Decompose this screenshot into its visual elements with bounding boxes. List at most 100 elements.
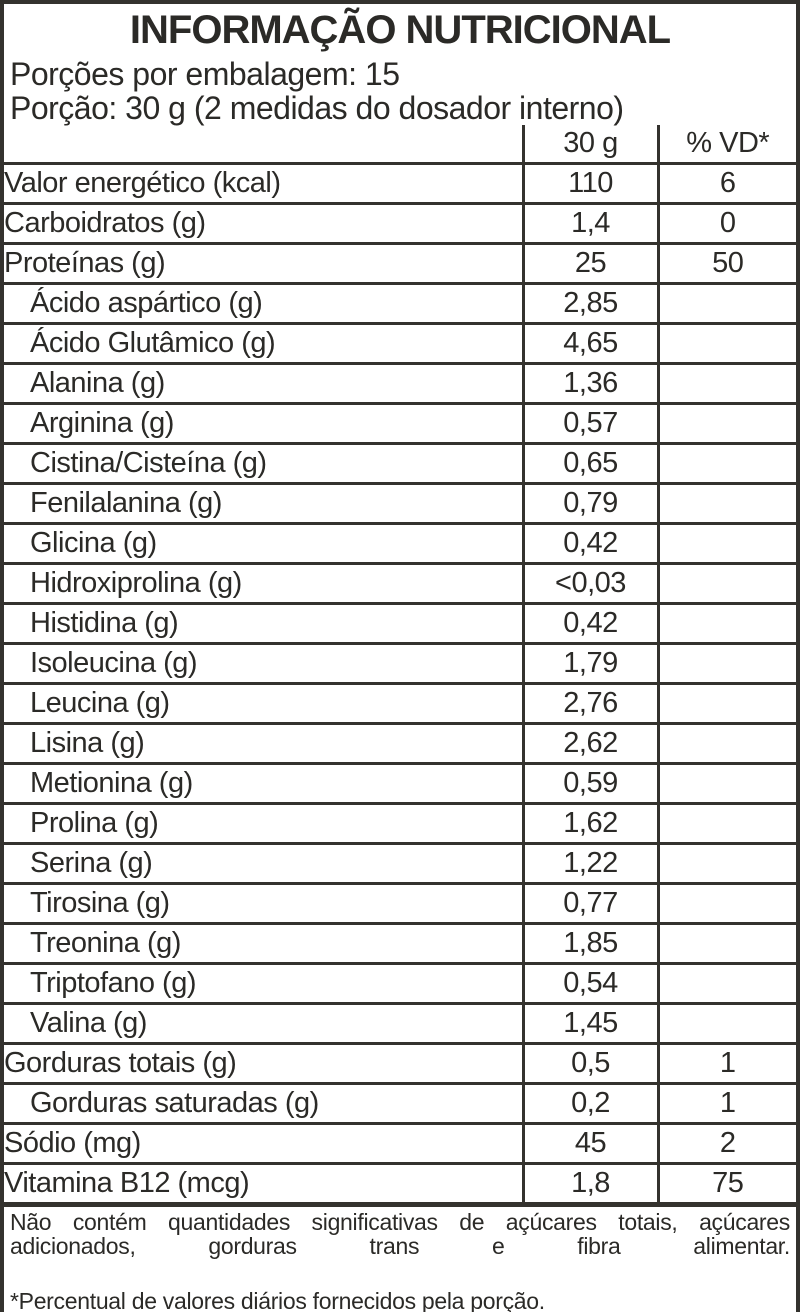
table-row: Carboidratos (g) 1,4 0 [4,203,796,244]
amount-value: 0,5 [521,1043,658,1084]
table-row: Sódio (mg) 45 2 [4,1123,796,1164]
amount-value: 25 [521,243,658,284]
nutrient-label: Triptofano (g) [30,967,197,999]
dv-value [656,723,796,764]
dv-value [656,603,796,644]
dv-value [656,523,796,564]
dv-value [656,403,796,444]
table-row: Gorduras totais (g) 0,5 1 [4,1043,796,1084]
serving-size: Porção: 30 g (2 medidas do dosador inter… [10,90,624,126]
dv-value [656,483,796,524]
amount-value: 0,79 [521,483,658,524]
nutrient-label: Sódio (mg) [4,1127,141,1159]
table-row: Hidroxiprolina (g) <0,03 [4,563,796,604]
dv-value: 1 [656,1043,796,1084]
table-row: Tirosina (g) 0,77 [4,883,796,924]
amount-value: 4,65 [521,323,658,364]
nutrient-label: Valina (g) [30,1007,147,1039]
table-row: Cistina/Cisteína (g) 0,65 [4,443,796,484]
table-row: Triptofano (g) 0,54 [4,963,796,1004]
dv-value [656,963,796,1004]
nutrient-label: Isoleucina (g) [30,647,198,679]
nutrient-label: Fenilalanina (g) [30,487,222,519]
column-header-amount: 30 g [521,125,658,164]
amount-value: 110 [521,163,658,204]
table-row: Serina (g) 1,22 [4,843,796,884]
dv-value: 0 [656,203,796,244]
table-row: Glicina (g) 0,42 [4,523,796,564]
amount-value: <0,03 [521,563,658,604]
nutrient-label: Ácido aspártico (g) [30,287,263,319]
table-row: Histidina (g) 0,42 [4,603,796,644]
amount-value: 1,36 [521,363,658,404]
amount-value: 1,79 [521,643,658,684]
amount-value: 1,62 [521,803,658,844]
dv-value [656,563,796,604]
dv-value: 75 [656,1163,796,1202]
table-row: Vitamina B12 (mcg) 1,8 75 [4,1163,796,1202]
dv-value [656,883,796,924]
table-row: Fenilalanina (g) 0,79 [4,483,796,524]
nutrient-label: Histidina (g) [30,607,179,639]
dv-value [656,363,796,404]
nutrient-label: Arginina (g) [30,407,174,439]
nutrient-label: Proteínas (g) [4,247,166,279]
table-row: Prolina (g) 1,62 [4,803,796,844]
dv-value [656,843,796,884]
dv-value: 6 [656,163,796,204]
servings-per-package: Porções por embalagem: 15 [10,56,400,92]
dv-value: 2 [656,1123,796,1164]
table-row: Valor energético (kcal) 110 6 [4,163,796,204]
dv-value: 50 [656,243,796,284]
nutrient-label: Treonina (g) [30,927,181,959]
amount-value: 0,54 [521,963,658,1004]
table-row: Alanina (g) 1,36 [4,363,796,404]
nutrient-label: Leucina (g) [30,687,170,719]
nutrient-label: Carboidratos (g) [4,207,206,239]
nutrient-label: Valor energético (kcal) [4,167,281,199]
table-row: Arginina (g) 0,57 [4,403,796,444]
dv-value [656,323,796,364]
amount-value: 45 [521,1123,658,1164]
dv-value [656,683,796,724]
table-row: Ácido aspártico (g) 2,85 [4,283,796,324]
amount-value: 0,57 [521,403,658,444]
table-row: Valina (g) 1,45 [4,1003,796,1044]
table-body: Valor energético (kcal) 110 6 Carboidrat… [4,163,796,1202]
column-header-dv: % VD* [656,125,796,164]
footnotes-section: Não contém quantidades significativas de… [4,1202,796,1286]
nutrient-label: Metionina (g) [30,767,193,799]
table-row: Treonina (g) 1,85 [4,923,796,964]
nutrient-label: Cistina/Cisteína (g) [30,447,267,479]
nutrient-label: Glicina (g) [30,527,157,559]
note-no-significant: Não contém quantidades significativas de… [10,1209,790,1259]
dv-value [656,443,796,484]
nutrient-label: Lisina (g) [30,727,145,759]
table-row: Gorduras saturadas (g) 0,2 1 [4,1083,796,1124]
amount-value: 1,22 [521,843,658,884]
table-row: Metionina (g) 0,59 [4,763,796,804]
serving-info: Porções por embalagem: 15 Porção: 30 g (… [4,56,796,125]
amount-value: 2,62 [521,723,658,764]
nutrient-label: Alanina (g) [30,367,165,399]
amount-value: 1,8 [521,1163,658,1202]
table-row: Isoleucina (g) 1,79 [4,643,796,684]
amount-value: 0,77 [521,883,658,924]
table-row: Lisina (g) 2,62 [4,723,796,764]
nutrient-label: Prolina (g) [30,807,159,839]
dv-value [656,1003,796,1044]
amount-value: 1,4 [521,203,658,244]
amount-value: 0,65 [521,443,658,484]
nutrient-label: Serina (g) [30,847,153,879]
amount-value: 1,45 [521,1003,658,1044]
note-daily-values: *Percentual de valores diários fornecido… [10,1288,545,1312]
amount-value: 2,76 [521,683,658,724]
nutrient-label: Gorduras totais (g) [4,1047,237,1079]
nutrient-label: Hidroxiprolina (g) [30,567,242,599]
dv-value [656,643,796,684]
nutrient-label: Tirosina (g) [30,887,170,919]
dv-value [656,923,796,964]
amount-value: 0,42 [521,523,658,564]
dv-value [656,283,796,324]
